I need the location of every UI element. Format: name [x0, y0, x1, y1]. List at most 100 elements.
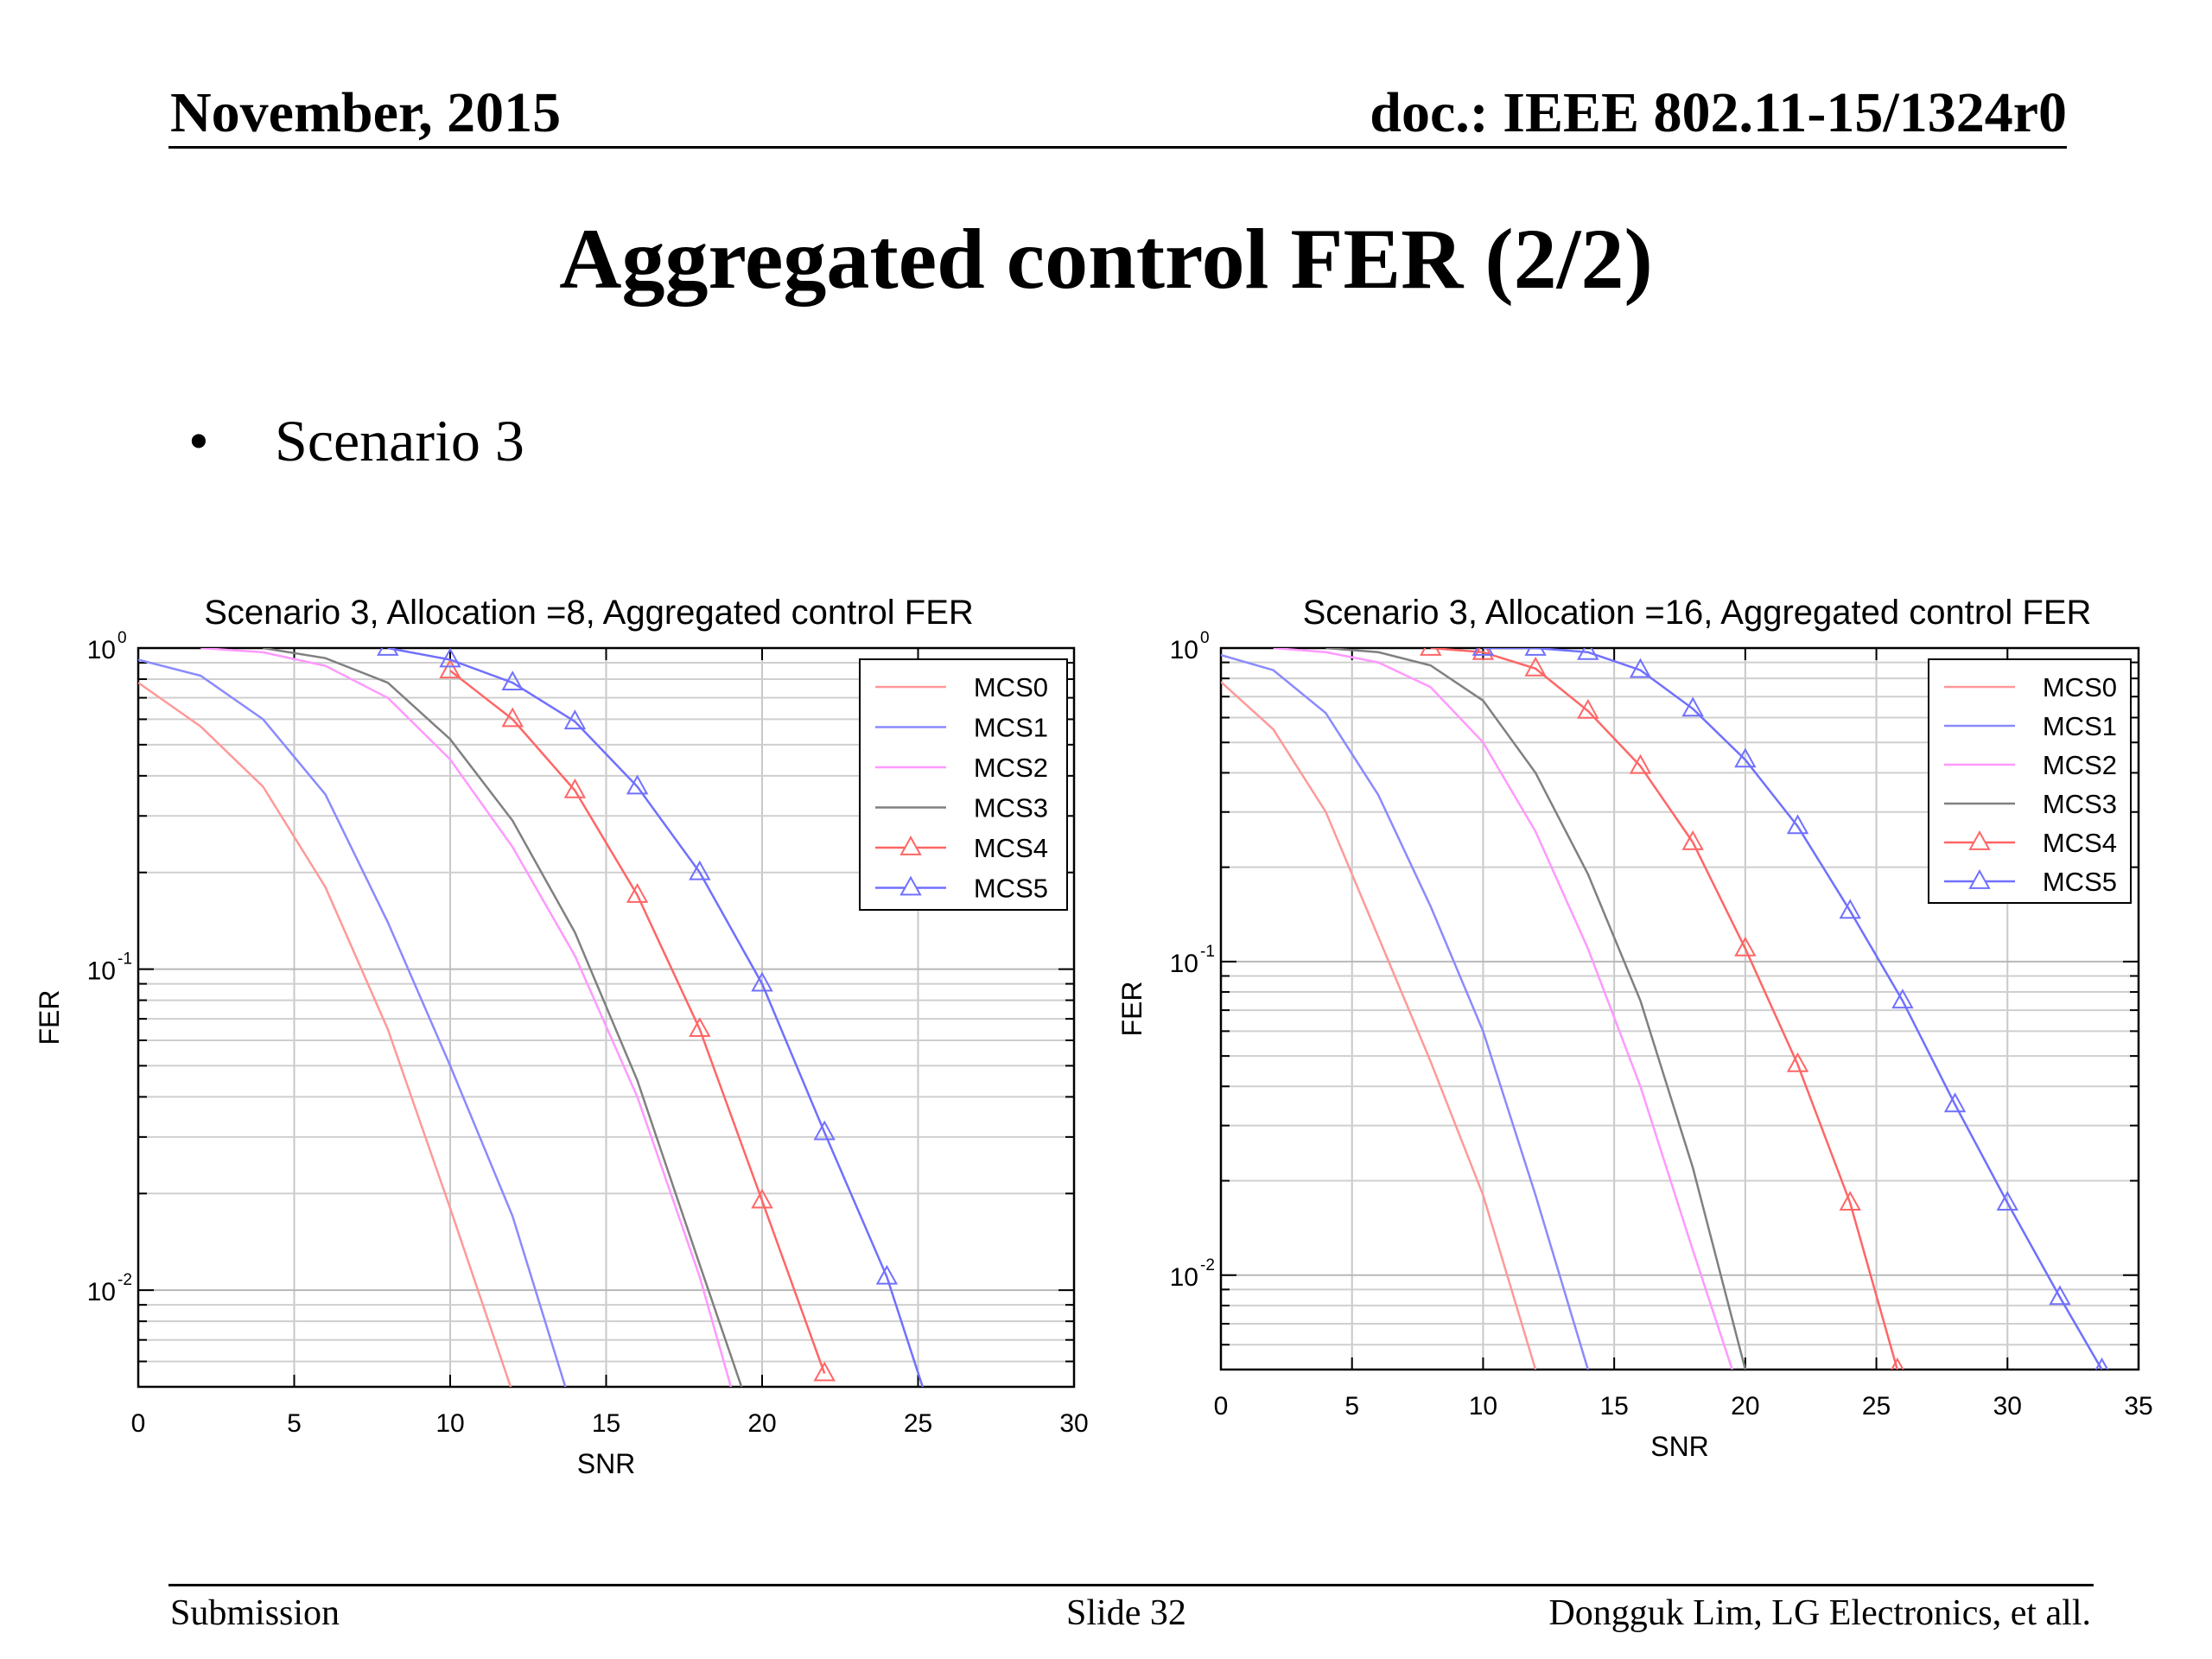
y-tick-exponent: -1	[1200, 943, 1215, 961]
data-point	[813, 1120, 836, 1141]
data-point	[1577, 648, 1599, 660]
legend-label: MCS0	[974, 672, 1048, 702]
data-point	[1524, 656, 1547, 677]
series-mcs4	[439, 658, 836, 1382]
legend-marker	[1968, 830, 1991, 850]
legend-label: MCS1	[974, 713, 1048, 743]
data-point	[1786, 1052, 1809, 1072]
y-tick-exponent: 0	[1200, 629, 1210, 647]
legend-label: MCS4	[974, 833, 1048, 863]
x-tick-label: 0	[131, 1409, 146, 1438]
series-line-mcs5	[387, 648, 925, 1387]
series-line-mcs5	[1483, 648, 2103, 1370]
data-point	[501, 671, 524, 691]
series-mcs1	[138, 658, 567, 1387]
series-line-mcs1	[1221, 653, 1589, 1370]
y-tick-exponent: -2	[1200, 1256, 1215, 1274]
legend-marker	[899, 836, 922, 855]
x-tick-label: 5	[287, 1409, 302, 1438]
y-tick-label: 10	[87, 1278, 116, 1306]
chart-title: Scenario 3, Allocation =16, Aggregated c…	[1303, 594, 2092, 632]
x-tick-label: 30	[1993, 1392, 2022, 1421]
data-point	[875, 1264, 899, 1285]
series-mcs4	[1420, 648, 1904, 1370]
data-point	[626, 883, 649, 903]
series-mcs1	[1221, 653, 1589, 1370]
series-line-mcs2	[200, 648, 733, 1387]
y-tick-label: 10	[87, 957, 116, 986]
legend: MCS0 MCS1 MCS2 MCS3 MCS4 MCS5	[859, 658, 1068, 911]
legend-label: MCS0	[2043, 672, 2117, 702]
x-tick-label: 10	[435, 1409, 464, 1438]
data-point	[1786, 814, 1809, 835]
x-axis-label: SNR	[1650, 1431, 1709, 1462]
data-point	[1629, 658, 1652, 678]
series-mcs5	[377, 648, 937, 1408]
footer-rule	[168, 1584, 2094, 1586]
y-tick-label: 10	[1170, 950, 1198, 978]
series-line-mcs2	[1273, 648, 1733, 1370]
footer-authors: Dongguk Lim, LG Electronics, et all.	[1548, 1593, 2091, 1633]
data-point	[377, 648, 399, 656]
data-point	[751, 1188, 773, 1209]
data-point	[2049, 1285, 2071, 1306]
data-point	[1734, 936, 1757, 957]
header-rule	[168, 146, 2067, 149]
legend-label: MCS3	[2043, 789, 2117, 819]
series-line-mcs3	[263, 648, 743, 1387]
series-line-mcs3	[1325, 648, 1747, 1370]
x-tick-label: 30	[1059, 1409, 1088, 1438]
x-tick-label: 25	[904, 1409, 932, 1438]
data-point	[1681, 696, 1704, 717]
x-tick-label: 0	[1214, 1392, 1229, 1421]
data-point	[1839, 899, 1861, 919]
data-point	[563, 778, 587, 798]
legend-box	[859, 658, 1068, 911]
plot-frame	[1219, 646, 2140, 1371]
x-tick-label: 15	[1599, 1392, 1628, 1421]
legend: MCS0 MCS1 MCS2 MCS3 MCS4 MCS5	[1928, 658, 2132, 904]
data-point	[1839, 1191, 1861, 1211]
series-mcs0	[1221, 681, 1537, 1370]
data-point	[439, 658, 461, 679]
data-point	[918, 1391, 937, 1408]
x-tick-label: 25	[1862, 1392, 1891, 1421]
series-mcs3	[1325, 648, 1747, 1370]
bullet-marker: •	[188, 408, 209, 474]
footer-submission: Submission	[170, 1593, 340, 1633]
data-point	[1577, 698, 1599, 719]
data-point	[751, 971, 773, 992]
legend-label: MCS4	[2043, 828, 2117, 858]
data-point	[689, 1017, 711, 1038]
series-mcs5	[1471, 648, 2109, 1370]
y-tick-exponent: -1	[118, 950, 132, 969]
y-tick-label: 10	[1170, 1263, 1198, 1292]
data-point	[439, 648, 461, 668]
data-point	[1681, 830, 1704, 850]
header-date: November, 2015	[170, 81, 562, 144]
legend-label: MCS1	[2043, 711, 2117, 741]
x-axis-label: SNR	[577, 1448, 636, 1479]
x-tick-label: 20	[1731, 1392, 1759, 1421]
legend-box	[1928, 658, 2132, 904]
legend-label: MCS5	[974, 874, 1048, 904]
x-tick-label: 20	[747, 1409, 776, 1438]
legend-label: MCS2	[2043, 750, 2117, 780]
x-tick-label: 35	[2124, 1392, 2152, 1421]
slide-title: Aggregated control FER (2/2)	[559, 211, 1653, 307]
series-line-mcs1	[138, 658, 567, 1387]
bullet-text: Scenario 3	[275, 408, 524, 474]
y-tick-label: 10	[1170, 636, 1198, 664]
series-mcs2	[1273, 648, 1733, 1370]
data-point	[1734, 747, 1757, 768]
y-axis-label: FER	[1116, 982, 1147, 1037]
data-point	[1891, 988, 1914, 1009]
header-doc-id: doc.: IEEE 802.11-15/1324r0	[1370, 81, 2067, 144]
legend-marker	[1968, 869, 1991, 889]
series-line-mcs0	[1221, 681, 1537, 1370]
data-point	[1471, 648, 1495, 656]
x-tick-label: 5	[1344, 1392, 1359, 1421]
